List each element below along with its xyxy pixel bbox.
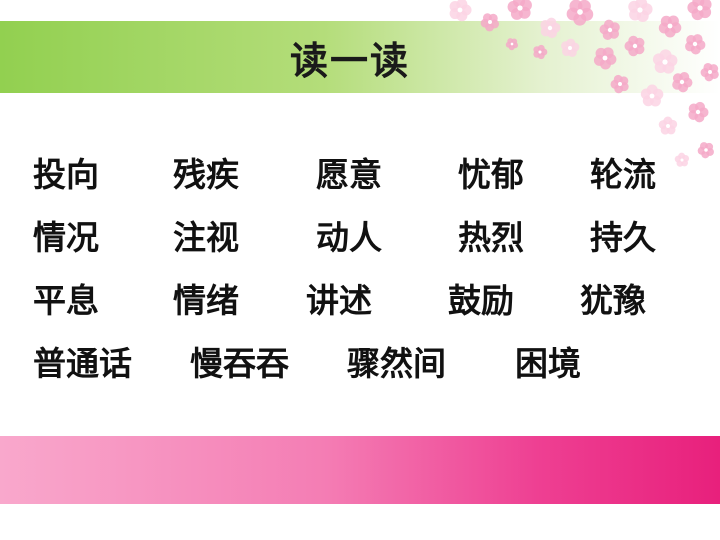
flower-icon [658,116,678,135]
word-2-2: 注视 [173,218,239,257]
word-1-5: 轮流 [590,155,656,194]
flower-icon [599,19,620,41]
flower-icon [658,15,682,38]
flower-icon [480,13,500,32]
word-1-1: 投向 [33,155,99,194]
flower-icon [640,84,664,107]
word-2-5: 持久 [590,218,656,257]
flower-icon [652,49,678,74]
flower-icon [685,34,706,55]
flower-icon [505,38,519,51]
word-1-4: 忧郁 [458,155,524,194]
flower-icon [672,72,693,93]
word-4-4: 困境 [515,344,581,383]
flower-icon [628,0,653,23]
flower-icon [533,44,548,60]
word-1-3: 愿意 [316,155,382,194]
flower-icon [561,38,580,57]
flower-icon [449,0,472,22]
page-title: 读一读 [289,38,410,83]
flower-icon [593,47,617,70]
flower-icon [624,35,645,57]
word-1-2: 残疾 [173,155,239,194]
word-4-2: 慢吞吞 [190,344,289,383]
flower-icon [507,0,532,20]
flower-icon [674,152,690,167]
word-2-1: 情况 [33,218,99,257]
word-2-4: 热烈 [458,218,524,257]
word-3-3: 讲述 [306,281,372,320]
flower-icon [687,0,712,21]
word-3-2: 情绪 [173,281,239,320]
word-2-3: 动人 [316,218,382,257]
word-3-4: 鼓励 [448,281,514,320]
flower-icon [540,17,561,39]
word-3-1: 平息 [33,281,99,320]
flower-icon [688,101,709,123]
flower-icon [566,0,594,26]
flower-icon [700,62,719,82]
word-4-1: 普通话 [33,344,132,383]
flower-icon [610,74,629,94]
word-4-3: 骤然间 [347,344,446,383]
flower-cluster-icon [449,0,719,167]
bottom-band [0,436,720,504]
word-3-5: 犹豫 [580,281,646,320]
flower-icon [697,142,714,159]
